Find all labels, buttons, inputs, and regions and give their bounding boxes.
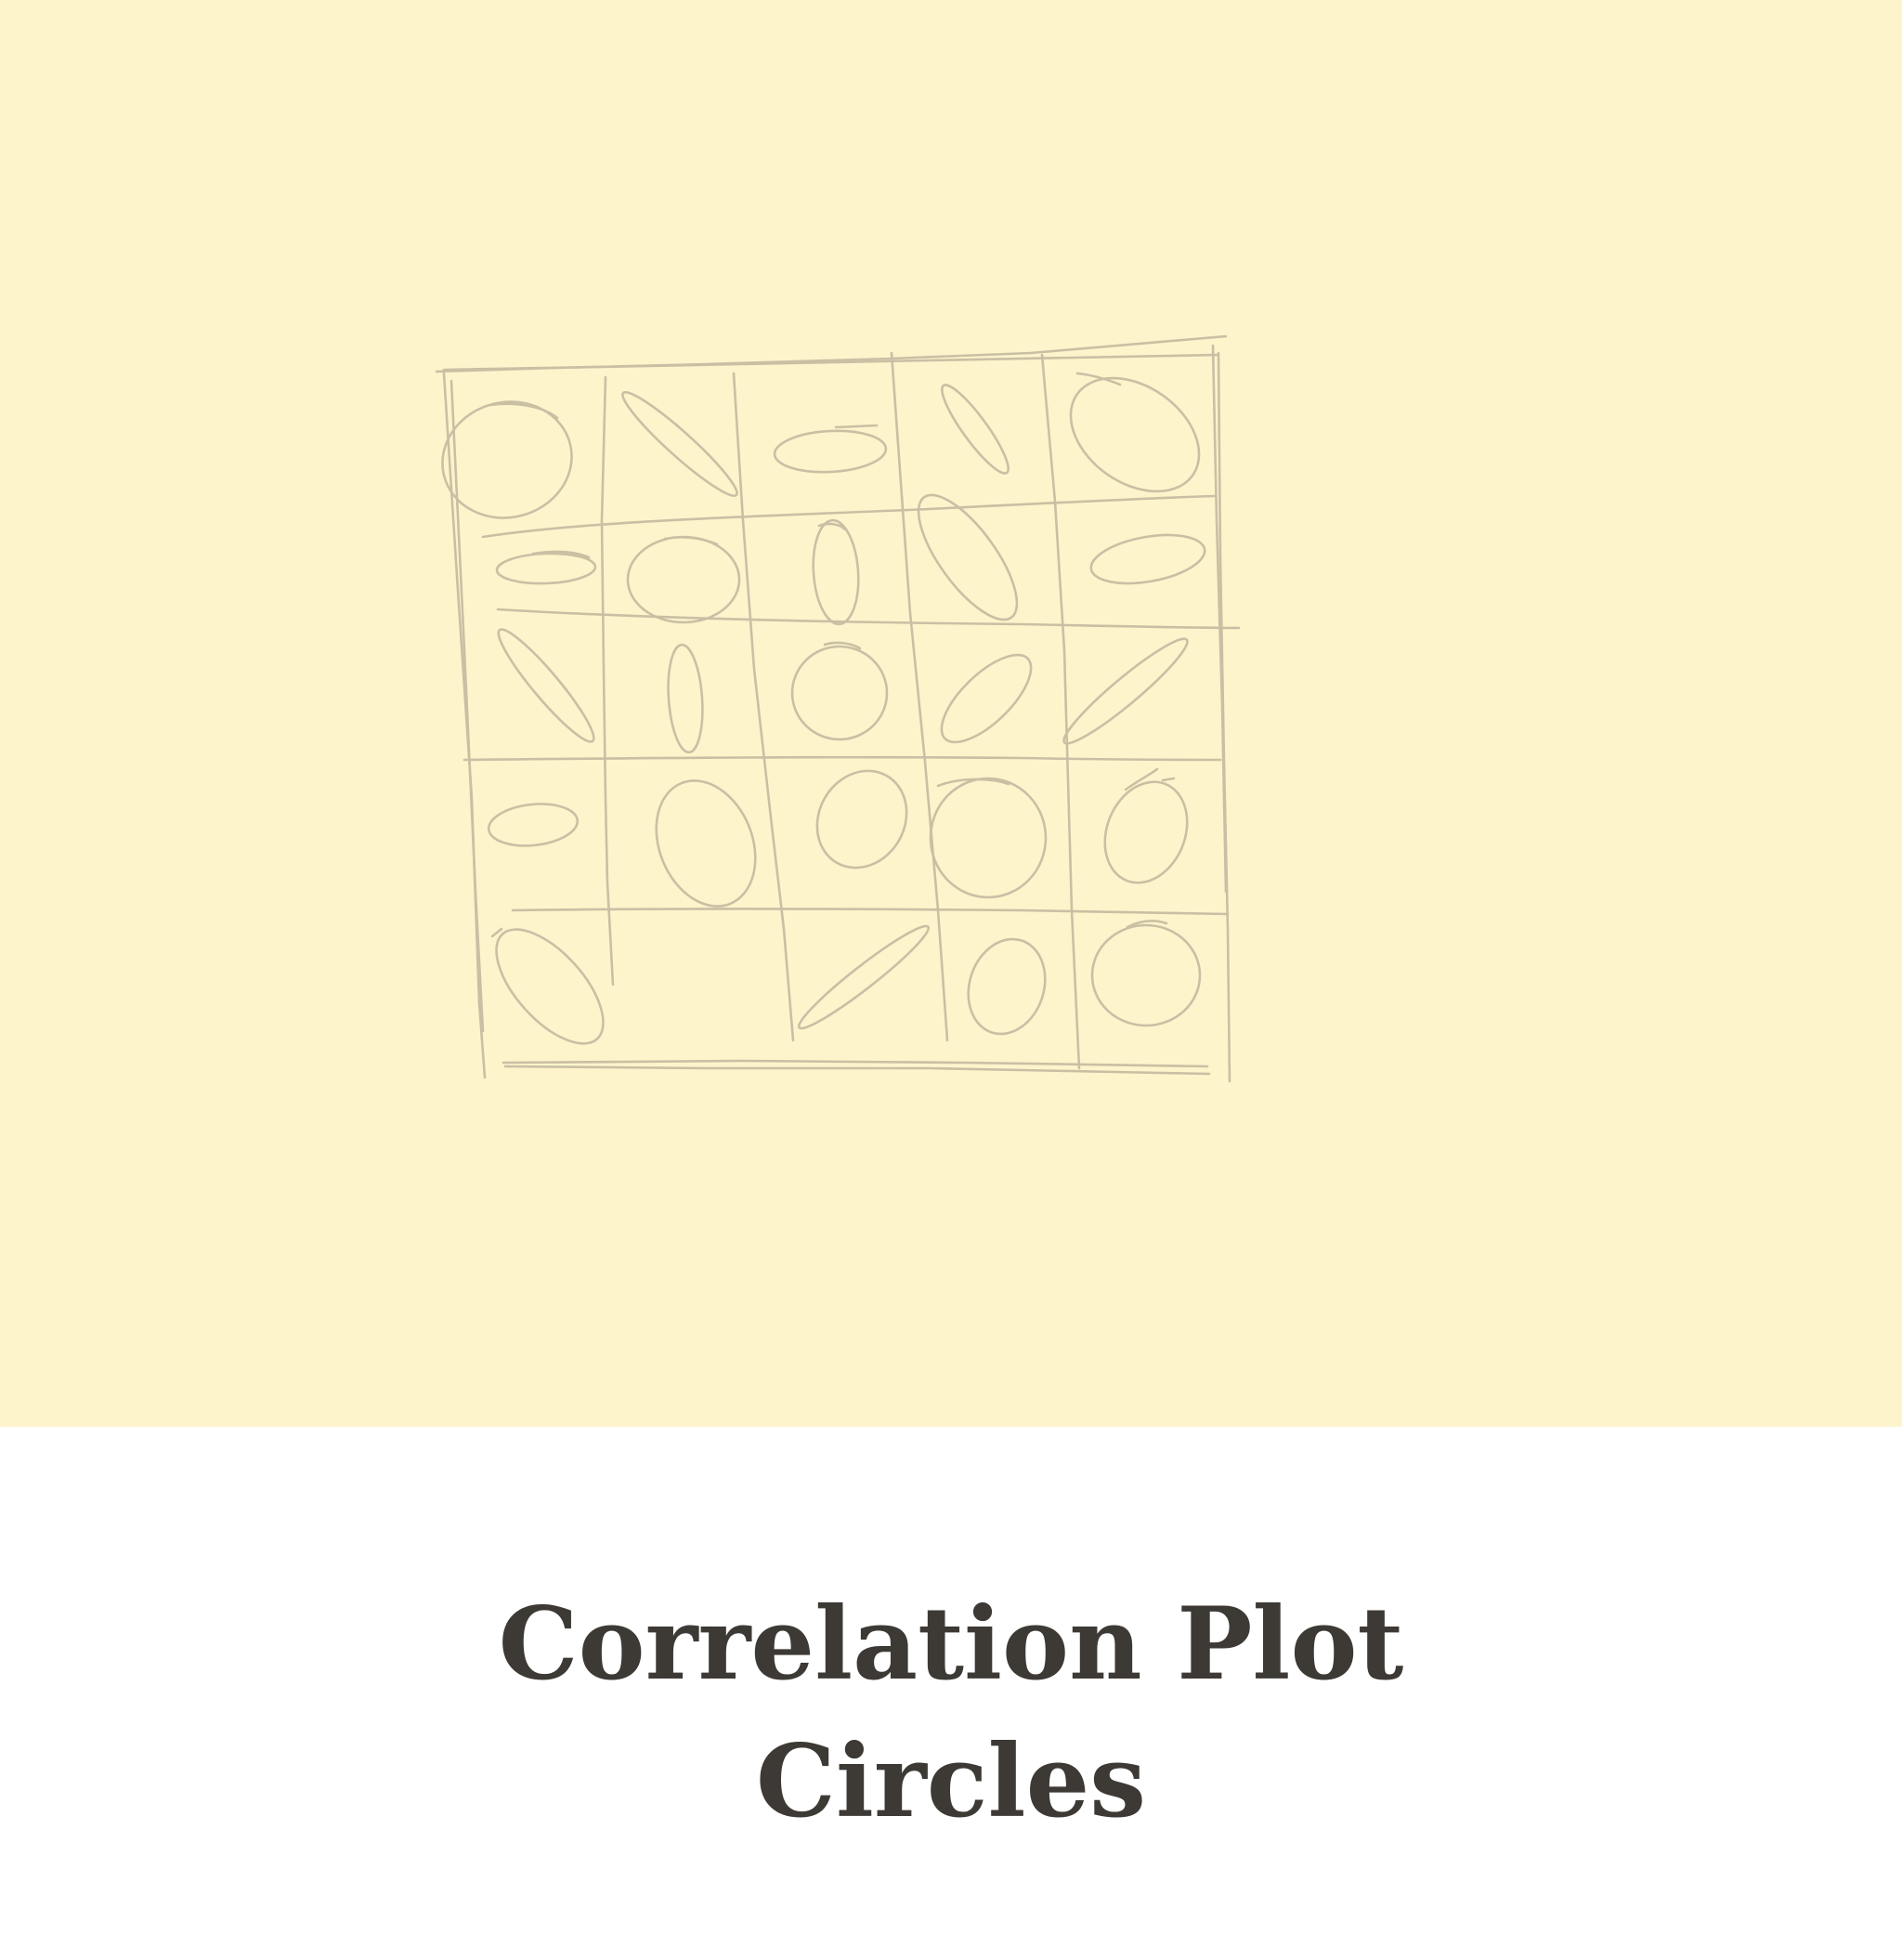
ellipse-r3-c4 bbox=[940, 653, 1033, 744]
ellipse-r4-c5 bbox=[1103, 767, 1189, 884]
ellipse-r4-c2 bbox=[655, 779, 757, 908]
ellipse-r5-c3 bbox=[797, 924, 931, 1030]
ellipse-r2-c5 bbox=[1089, 533, 1206, 585]
ellipse-r1-c4 bbox=[941, 384, 1010, 475]
ellipse-r5-c4 bbox=[967, 937, 1047, 1036]
ellipse-r3-c3 bbox=[790, 641, 889, 741]
ellipse-r2-c2 bbox=[626, 535, 741, 624]
ellipse-r3-c2 bbox=[667, 643, 704, 754]
caption-title: Correlation Plot Circles bbox=[498, 1586, 1404, 1840]
correlation-sketch bbox=[0, 0, 1902, 1427]
ellipse-r4-c1 bbox=[487, 803, 580, 847]
panel-background bbox=[0, 0, 1902, 1427]
ellipse-r4-c4 bbox=[929, 777, 1048, 899]
ellipse-r2-c4 bbox=[917, 493, 1019, 621]
grid-column-dividers bbox=[600, 351, 1081, 1070]
ellipse-r1-c3 bbox=[773, 424, 888, 474]
ellipse-r1-c2 bbox=[621, 390, 738, 498]
ellipse-r1-c5 bbox=[1069, 372, 1201, 493]
sketch-panel bbox=[0, 0, 1902, 1427]
ellipse-r1-c1 bbox=[441, 400, 573, 519]
ellipse-r5-c1 bbox=[490, 927, 605, 1045]
ellipse-r3-c1 bbox=[497, 628, 595, 743]
ellipse-r5-c5 bbox=[1090, 920, 1202, 1027]
caption-area: Correlation Plot Circles bbox=[0, 1427, 1902, 1960]
ellipse-r2-c1 bbox=[495, 550, 597, 585]
ellipse-r3-c5 bbox=[1062, 637, 1189, 745]
grid-frame bbox=[435, 334, 1231, 1083]
ellipse-r4-c3 bbox=[815, 769, 908, 869]
ellipse-r2-c3 bbox=[812, 518, 860, 626]
